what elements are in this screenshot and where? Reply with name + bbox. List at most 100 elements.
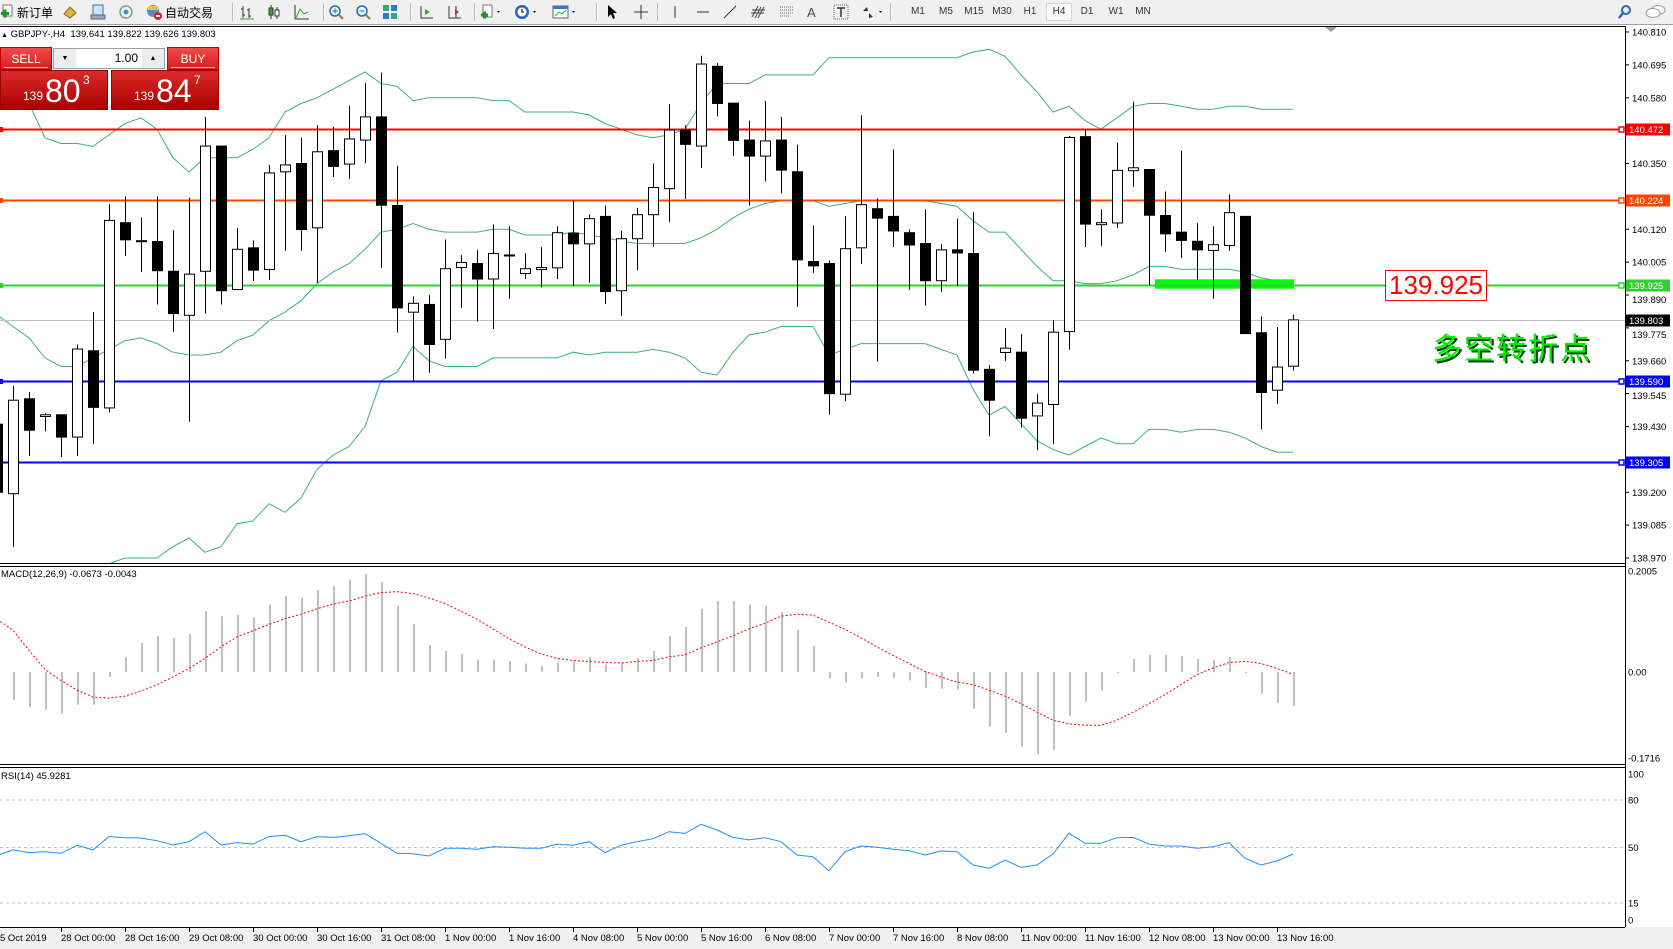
macd-histogram-bar	[957, 672, 959, 690]
zoom-out-button[interactable]	[355, 3, 371, 21]
line-handle[interactable]	[0, 379, 3, 384]
line-handle[interactable]	[1618, 126, 1625, 133]
fibonacci-button[interactable]	[750, 3, 768, 21]
time-axis-label: 31 Oct 08:00	[381, 933, 435, 944]
timeframe-h1[interactable]: H1	[1023, 6, 1037, 17]
candle	[616, 230, 627, 316]
fibo-fan-button[interactable]	[779, 3, 797, 21]
macd-histogram-bar	[333, 586, 335, 672]
timeframe-m30[interactable]: M30	[992, 6, 1012, 17]
lots-decrease-button[interactable]: ▼	[54, 49, 76, 68]
trendline-button[interactable]	[722, 3, 738, 21]
sell-price-button[interactable]: 139 80 3	[0, 70, 108, 110]
line-handle[interactable]	[0, 127, 3, 132]
indicators-button[interactable]	[480, 3, 504, 21]
macd-histogram-bar	[1005, 672, 1007, 733]
crosshair-button[interactable]	[633, 3, 649, 21]
bollinger-lower-line	[109, 326, 1293, 563]
macd-histogram-bar	[1149, 654, 1151, 672]
signals-button[interactable]	[118, 3, 134, 21]
candle	[456, 255, 467, 308]
auto-trading-button[interactable]: 自动交易	[145, 3, 213, 21]
horizontal-line-button[interactable]	[695, 3, 711, 21]
bar-chart-button[interactable]	[239, 3, 255, 21]
line-handle[interactable]	[1618, 459, 1625, 466]
line-handle[interactable]	[0, 198, 3, 203]
bull-candle-body	[440, 268, 451, 340]
new-order-button[interactable]: 新订单	[1, 3, 53, 21]
candle	[744, 120, 755, 206]
terminal-button[interactable]	[90, 3, 106, 21]
line-chart-button[interactable]	[294, 3, 310, 21]
timeframe-h4[interactable]: H4	[1046, 3, 1072, 21]
macd-histogram-bar	[429, 644, 431, 672]
bear-candle-body	[600, 215, 611, 293]
buy-button[interactable]: BUY	[167, 47, 219, 70]
rsi-pane	[0, 799, 1625, 904]
autoscroll-button[interactable]	[446, 3, 462, 21]
timeframe-mn[interactable]: MN	[1135, 6, 1151, 17]
bear-candle-body	[376, 116, 387, 206]
bear-candle-body	[920, 243, 931, 282]
terminal-icon	[90, 4, 106, 20]
ohlc-readout: 139.641 139.822 139.626 139.803	[70, 29, 216, 40]
macd-histogram-bar	[669, 635, 671, 672]
new-order-icon	[1, 4, 13, 18]
timeframe-d1[interactable]: D1	[1080, 6, 1094, 17]
candle	[408, 296, 419, 381]
lots-field[interactable]: ▼ 1.00 ▲	[53, 48, 165, 69]
macd-histogram-bar	[1117, 672, 1119, 673]
pivot-zone-rect[interactable]	[1155, 279, 1294, 289]
bull-candle-body	[1208, 244, 1219, 251]
text-label-button[interactable]	[833, 3, 849, 21]
tile-windows-button[interactable]	[382, 3, 398, 21]
chart-frame	[0, 26, 1626, 928]
line-handle[interactable]	[1618, 282, 1625, 289]
bear-candle-body	[296, 163, 307, 231]
timeframe-m1[interactable]: M1	[911, 6, 925, 17]
timeframe-w1[interactable]: W1	[1108, 6, 1124, 17]
chart-background	[0, 25, 1673, 927]
timeframe-m15[interactable]: M15	[964, 6, 984, 17]
auto-trading-label: 自动交易	[165, 5, 214, 20]
candle	[600, 205, 611, 304]
bear-candle-body	[712, 65, 723, 104]
vertical-line-button[interactable]	[667, 3, 683, 21]
toolbar-separator	[657, 3, 659, 21]
cursor-button[interactable]	[604, 3, 620, 21]
periods-button[interactable]	[514, 3, 540, 21]
bull-candle-body	[1224, 212, 1235, 247]
chart-shift-button[interactable]	[418, 3, 434, 21]
text-button[interactable]: A	[807, 3, 816, 21]
macd-axis-label: -0.1716	[1628, 754, 1660, 765]
candlestick-icon	[268, 5, 280, 19]
lots-input[interactable]: 1.00	[114, 51, 138, 65]
arrows-button[interactable]	[860, 3, 886, 21]
sell-button[interactable]: SELL	[0, 47, 52, 70]
templates-button[interactable]	[552, 3, 578, 21]
line-handle[interactable]	[1618, 197, 1625, 204]
time-axis-label: 13 Nov 16:00	[1277, 933, 1334, 944]
candlestick-button[interactable]	[266, 3, 282, 21]
candle	[1288, 314, 1299, 371]
lots-increase-button[interactable]: ▲	[142, 49, 164, 68]
timeframe-m5[interactable]: M5	[939, 6, 953, 17]
bear-candle-body	[728, 102, 739, 141]
bear-candle-body	[568, 232, 579, 245]
search-button[interactable]	[1617, 3, 1633, 21]
pivot-text-annotation[interactable]: 多空转折点	[1432, 332, 1592, 367]
history-button[interactable]	[62, 3, 78, 21]
pivot-price-label[interactable]: 139.925	[1385, 270, 1487, 301]
line-handle[interactable]	[0, 283, 3, 288]
zoom-in-button[interactable]	[328, 3, 344, 21]
macd-histogram-bar	[349, 579, 351, 672]
bull-candle-body	[104, 219, 115, 409]
chart-shift-marker[interactable]	[1325, 27, 1337, 32]
macd-histogram-bar	[461, 653, 463, 672]
line-handle[interactable]	[1618, 378, 1625, 385]
chat-button[interactable]	[1645, 3, 1667, 21]
time-axis-label: 30 Oct 16:00	[317, 933, 371, 944]
macd-histogram-bar	[1229, 656, 1231, 672]
buy-price-button[interactable]: 139 84 7	[111, 70, 219, 110]
